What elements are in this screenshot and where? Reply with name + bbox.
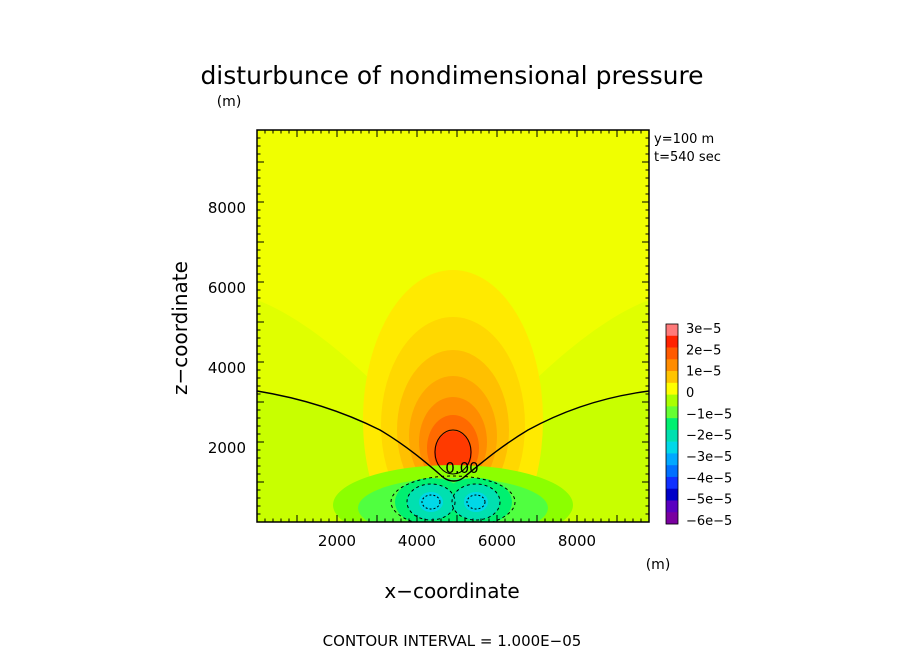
colorbar-band — [666, 453, 678, 466]
y-axis-label: z−coordinate — [168, 261, 192, 395]
y-tick-label: 2000 — [208, 439, 246, 457]
negative-contour-left-inner — [421, 494, 441, 510]
colorbar-band — [666, 500, 678, 513]
zero-contour-label: 0.00 — [445, 459, 478, 477]
colorbar-label: 0 — [686, 386, 694, 401]
zero-contour-line — [257, 390, 649, 482]
colorbar-band — [666, 441, 678, 454]
negative-contour-outer — [390, 475, 516, 522]
y-tick-label: 6000 — [208, 279, 246, 297]
colorbar-frame — [665, 323, 679, 525]
colorbar-band — [666, 394, 678, 407]
colorbar-label: −2e−5 — [686, 429, 732, 444]
colorbar-label: −5e−5 — [686, 493, 732, 508]
chart-title: disturbunce of nondimensional pressure — [200, 61, 703, 90]
y-tick-label: 8000 — [208, 199, 246, 217]
colorbar-band — [666, 324, 678, 337]
annotation-t: t=540 sec — [654, 150, 721, 165]
plot-area — [257, 130, 649, 522]
x-axis-label: x−coordinate — [384, 579, 519, 603]
y-unit-label: (m) — [217, 94, 242, 110]
x-tick-label: 2000 — [318, 532, 356, 550]
plot-frame — [256, 129, 650, 523]
colorbar-label: −4e−5 — [686, 471, 732, 486]
y-tick-labels: 2000 4000 6000 8000 — [208, 199, 246, 457]
colorbar-band — [666, 359, 678, 372]
contour-interval-footer: CONTOUR INTERVAL = 1.000E−05 — [323, 632, 582, 650]
colorbar-band — [666, 465, 678, 478]
colorbar-label: −6e−5 — [686, 514, 732, 529]
negative-contour-right-inner — [466, 494, 486, 510]
colorbar: 3e−5 2e−5 1e−5 0 −1e−5 −2e−5 −3e−5 −4e−5 −5e−5 −6… — [665, 322, 732, 529]
x-tick-label: 6000 — [478, 532, 516, 550]
colorbar-band — [666, 335, 678, 348]
colorbar-label: 3e−5 — [686, 322, 721, 337]
colorbar-band — [666, 476, 678, 490]
colorbar-label: 1e−5 — [686, 365, 721, 380]
colorbar-band — [666, 347, 678, 360]
x-tick-label: 4000 — [398, 532, 436, 550]
field-warm-plume-7 — [434, 431, 472, 475]
colorbar-label: 2e−5 — [686, 343, 721, 358]
colorbar-band — [666, 406, 678, 419]
negative-contour-left — [406, 483, 456, 521]
colorbar-label: −1e−5 — [686, 407, 732, 422]
negative-contour-right — [451, 483, 501, 521]
x-tick-labels: 2000 4000 6000 8000 — [318, 532, 596, 550]
colorbar-band — [666, 382, 678, 395]
colorbar-band — [666, 512, 678, 525]
y-tick-label: 4000 — [208, 359, 246, 377]
colorbar-band — [666, 371, 678, 384]
x-tick-label: 8000 — [558, 532, 596, 550]
colorbar-band — [666, 429, 678, 442]
colorbar-label: −3e−5 — [686, 450, 732, 465]
colorbar-band — [666, 488, 678, 501]
positive-contour-line — [434, 429, 472, 475]
colorbar-band — [666, 418, 678, 431]
annotation-y: y=100 m — [654, 132, 714, 147]
x-unit-label: (m) — [646, 557, 671, 573]
axis-ticks — [257, 130, 649, 522]
